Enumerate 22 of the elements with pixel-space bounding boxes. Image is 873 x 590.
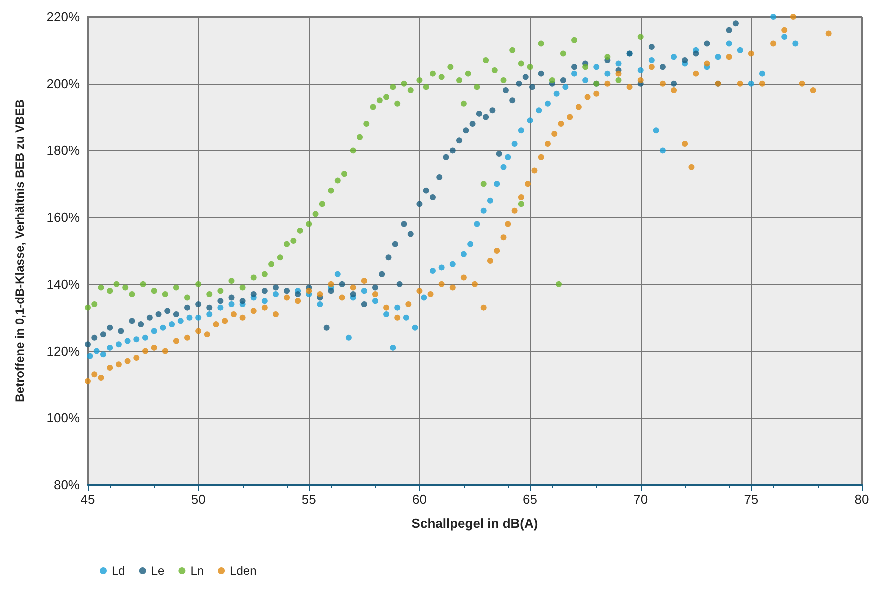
legend-label: Ld — [112, 564, 126, 578]
y-tick-label: 200% — [46, 76, 80, 92]
x-tick-label: 60 — [412, 492, 427, 507]
x-tick-label: 75 — [744, 492, 759, 507]
x-tick-label: 45 — [80, 492, 96, 507]
y-tick-label: 120% — [46, 344, 80, 359]
y-tick-label: 140% — [46, 276, 80, 292]
x-tick-label: 55 — [302, 492, 316, 507]
x-tick-label: 70 — [634, 492, 648, 507]
legend-label: Le — [151, 564, 166, 578]
y-tick-label: 80% — [54, 478, 80, 492]
y-tick-label: 180% — [46, 143, 80, 158]
x-tick-label: 50 — [191, 492, 206, 507]
y-tick-label: 100% — [46, 410, 80, 426]
x-tick-label: 80 — [854, 492, 870, 507]
legend-label: Ln — [190, 564, 204, 578]
legend-label: Lden — [230, 564, 257, 578]
y-axis-title: Betroffene in 0,1-dB-Klasse, Verhältnis BEB zu VBEB — [13, 99, 27, 402]
y-tick-label: 220% — [46, 10, 80, 24]
x-tick-label: 65 — [523, 492, 538, 507]
x-axis-title: Schallpegel in dB(A) — [412, 516, 538, 531]
y-tick-label: 160% — [46, 210, 80, 226]
